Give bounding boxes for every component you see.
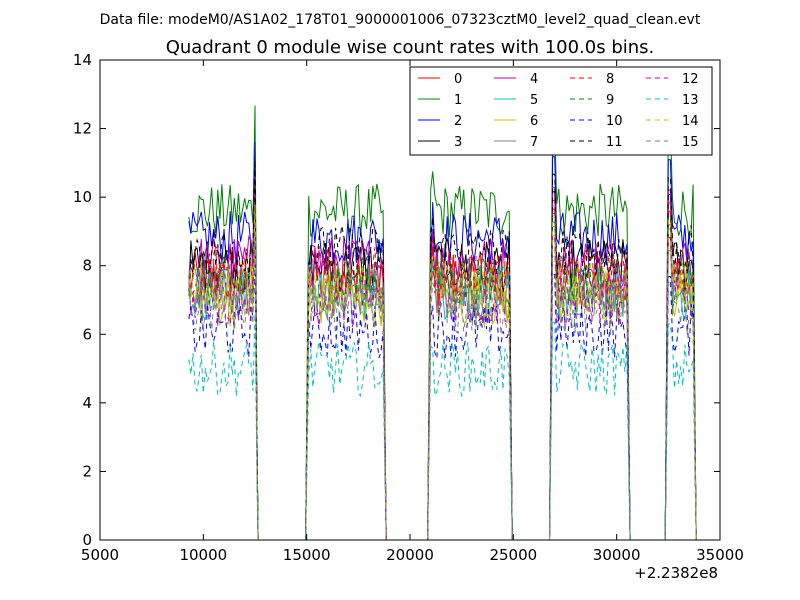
- legend-label-7: 7: [530, 135, 538, 150]
- x-tick-label: 30000: [593, 546, 641, 564]
- series-line-11: [188, 159, 697, 541]
- y-tick-label: 0: [82, 531, 92, 549]
- series-line-15: [188, 236, 697, 541]
- x-tick-label: 35000: [696, 546, 744, 564]
- ticks-layer: 5000 10000 15000 20000 25000 30000 35000 0 2 4 6 8 1…: [73, 51, 744, 564]
- y-tick-label: 10: [73, 188, 92, 206]
- series-line-10: [188, 263, 697, 541]
- y-tick-label: 2: [82, 462, 92, 480]
- x-tick-label: 20000: [386, 546, 434, 564]
- legend-label-15: 15: [682, 135, 699, 150]
- legend-label-2: 2: [454, 114, 462, 129]
- legend-label-12: 12: [682, 72, 699, 87]
- legend-label-4: 4: [530, 72, 538, 87]
- legend-label-9: 9: [606, 93, 614, 108]
- legend-label-11: 11: [606, 135, 623, 150]
- series-layer: [188, 105, 697, 541]
- series-line-13: [188, 313, 697, 541]
- legend-label-5: 5: [530, 93, 538, 108]
- legend-label-14: 14: [682, 114, 699, 129]
- y-tick-label: 4: [82, 394, 92, 412]
- supertitle: Data file: modeM0/AS1A02_178T01_90000010…: [100, 12, 701, 28]
- series-line-14: [188, 205, 697, 541]
- x-tick-label: 25000: [489, 546, 537, 564]
- series-line-1: [188, 105, 697, 541]
- legend-label-6: 6: [530, 114, 538, 129]
- legend-label-0: 0: [454, 72, 462, 87]
- legend-label-8: 8: [606, 72, 614, 87]
- x-offset-label: +2.2382e8: [634, 564, 718, 582]
- y-tick-label: 8: [82, 257, 92, 275]
- legend-label-3: 3: [454, 135, 462, 150]
- y-tick-label: 6: [82, 325, 92, 343]
- y-tick-label: 14: [73, 51, 92, 69]
- x-tick-label: 5000: [81, 546, 119, 564]
- y-tick-label: 12: [73, 120, 92, 138]
- legend-frame: [409, 66, 713, 156]
- x-tick-label: 15000: [283, 546, 331, 564]
- chart-title: Quadrant 0 module wise count rates with …: [166, 37, 655, 58]
- legend-label-10: 10: [606, 114, 623, 129]
- x-tick-label: 10000: [179, 546, 227, 564]
- legend-label-13: 13: [682, 93, 699, 108]
- series-line-2: [188, 141, 697, 541]
- series-line-4: [188, 173, 697, 541]
- legend-label-1: 1: [454, 93, 462, 108]
